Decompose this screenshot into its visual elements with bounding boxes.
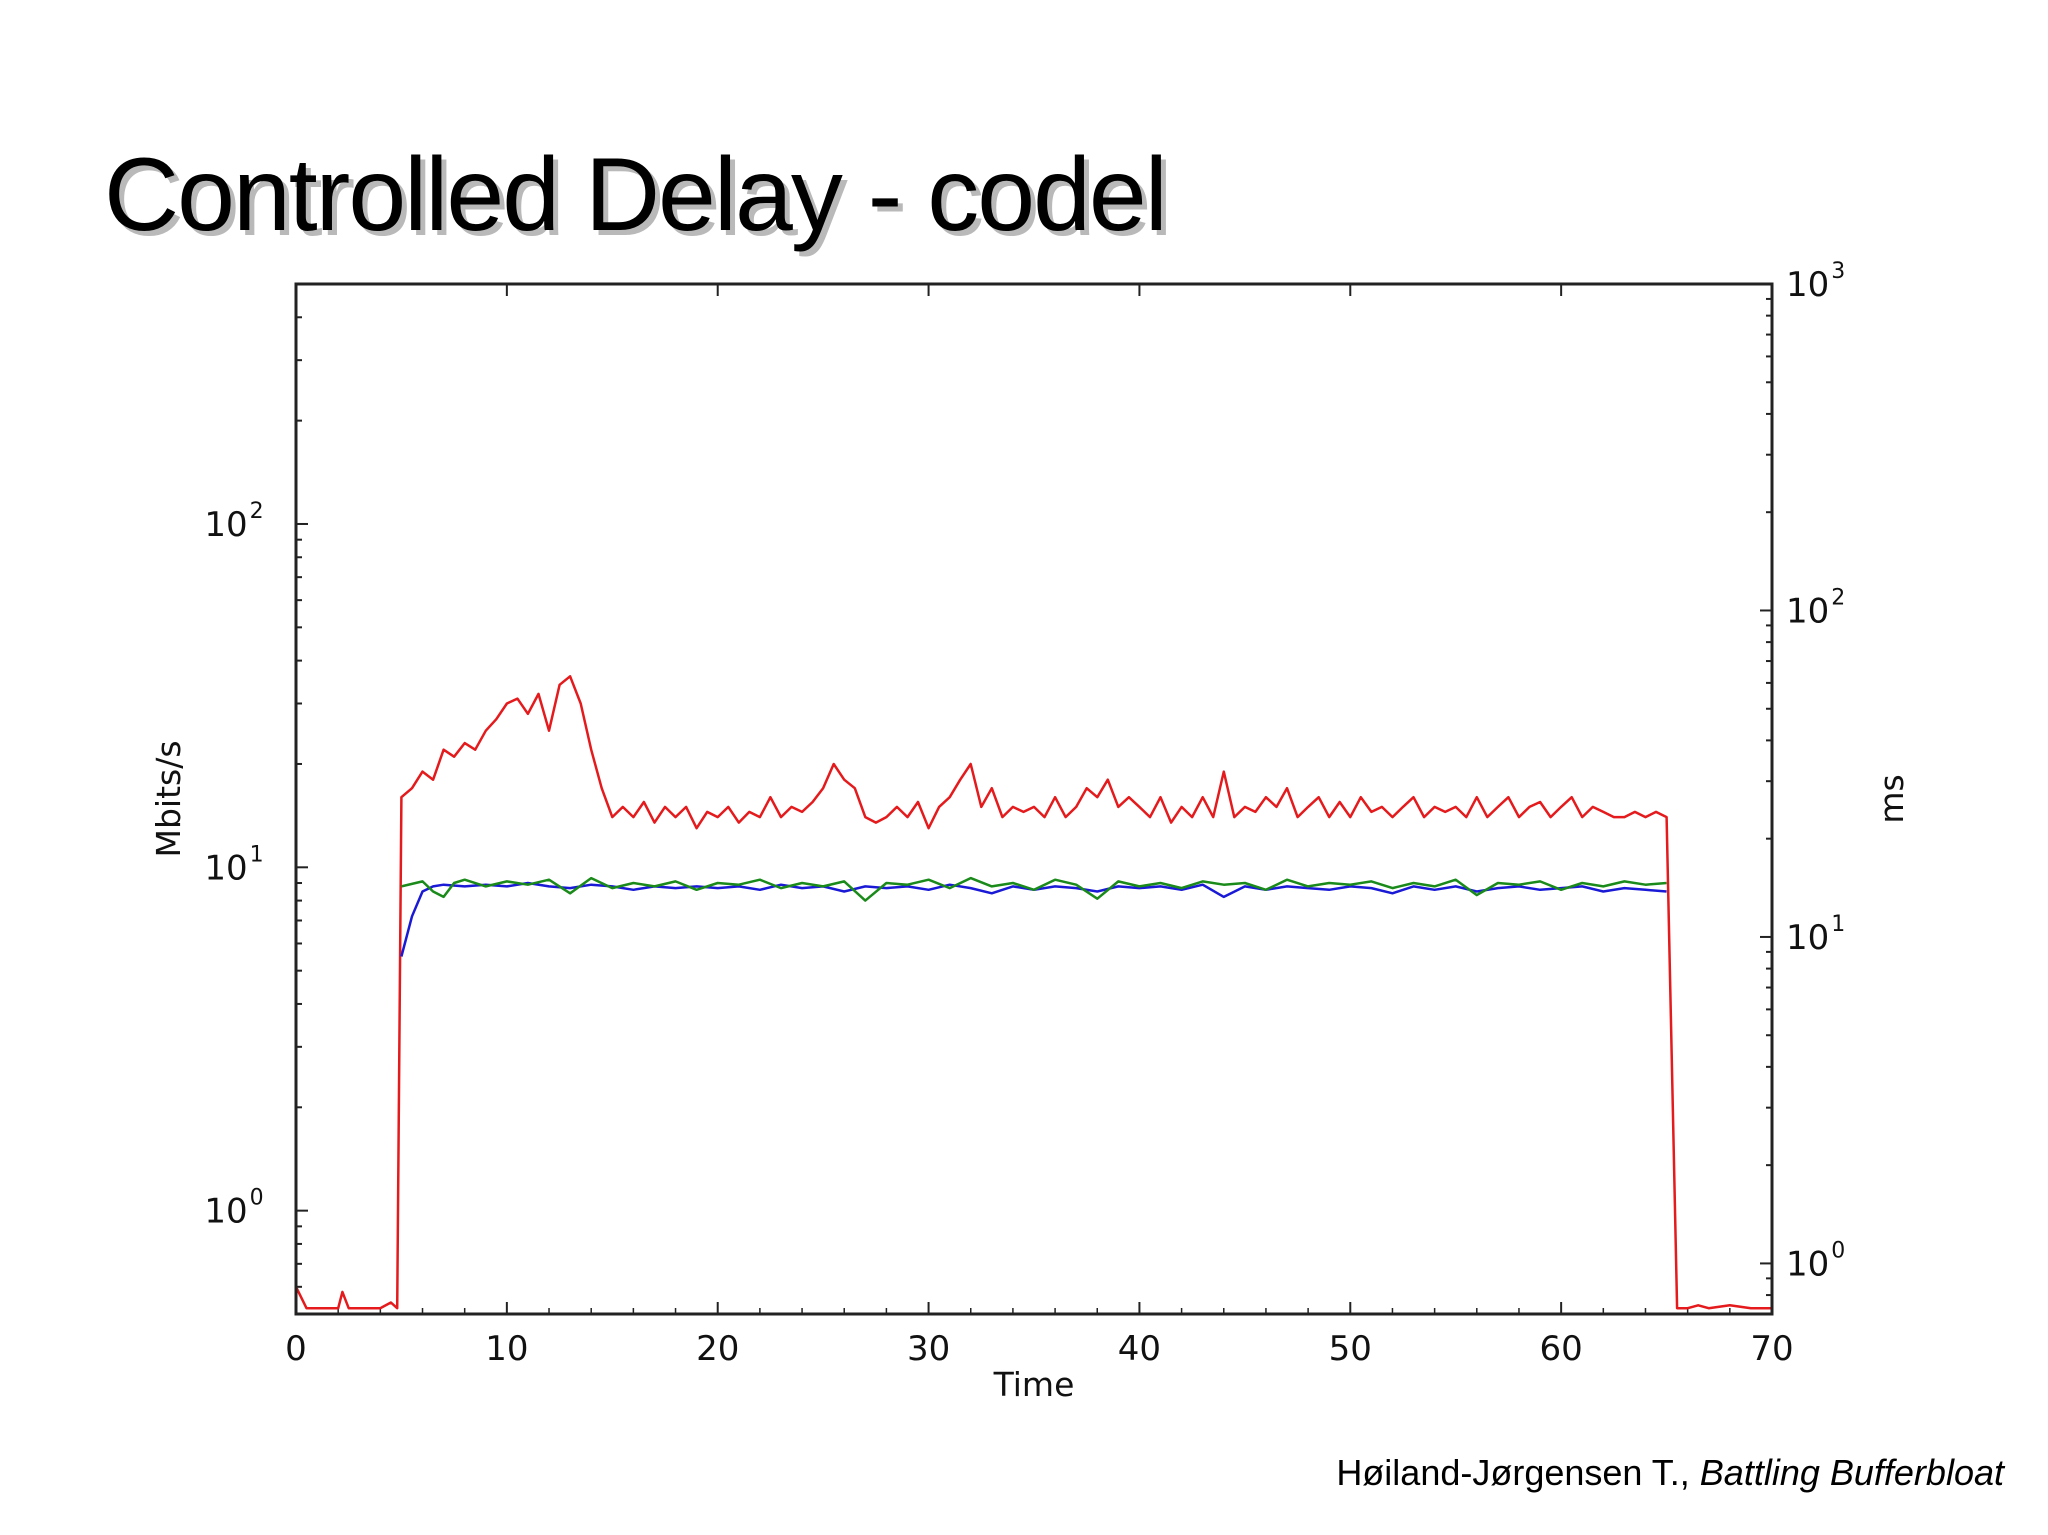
citation-author: Høiland-Jørgensen T.,	[1336, 1452, 1700, 1493]
x-tick-label: 0	[285, 1329, 307, 1369]
citation-work: Battling Bufferbloat	[1699, 1452, 2004, 1493]
series-line-3	[401, 876, 1667, 902]
y-right-tick-label: 10	[1786, 1244, 1829, 1284]
slide-title: Controlled Delay - codel	[104, 137, 1168, 253]
x-tick-label: 40	[1118, 1329, 1161, 1369]
series-line-1	[294, 675, 1772, 1310]
y-right-tick-label-exponent: 1	[1831, 912, 1845, 937]
x-tick-label: 50	[1329, 1329, 1372, 1369]
citation: Høiland-Jørgensen T., Battling Bufferblo…	[1336, 1452, 2004, 1494]
y-left-tick-label-exponent: 2	[250, 499, 264, 524]
x-tick-label: 10	[485, 1329, 528, 1369]
y-right-tick-label: 10	[1786, 918, 1829, 958]
y-left-tick-label-exponent: 1	[250, 842, 264, 867]
y-right-tick-label-exponent: 0	[1831, 1238, 1845, 1263]
y-right-tick-label-exponent: 3	[1831, 259, 1845, 284]
series-lines	[294, 675, 1772, 1310]
y-axis-left-title: Mbits/s	[149, 740, 188, 857]
x-axis-title: Time	[993, 1365, 1075, 1404]
plot-frame	[294, 282, 1774, 1316]
y-left-tick-label-exponent: 0	[250, 1186, 264, 1211]
y-right-tick-label: 10	[1786, 591, 1829, 631]
y-left-tick-label: 10	[204, 505, 247, 545]
y-left-tick-label: 10	[204, 848, 247, 888]
x-tick-label: 60	[1540, 1329, 1583, 1369]
y-axis-right-title: ms	[1872, 774, 1911, 823]
y-right-tick-label-exponent: 2	[1831, 585, 1845, 610]
y-right-tick-label: 10	[1786, 265, 1829, 305]
x-tick-label: 70	[1750, 1329, 1793, 1369]
y-left-tick-label: 10	[204, 1192, 247, 1232]
x-tick-label: 20	[696, 1329, 739, 1369]
axis-ticks	[295, 283, 1773, 1315]
x-tick-label: 30	[907, 1329, 950, 1369]
